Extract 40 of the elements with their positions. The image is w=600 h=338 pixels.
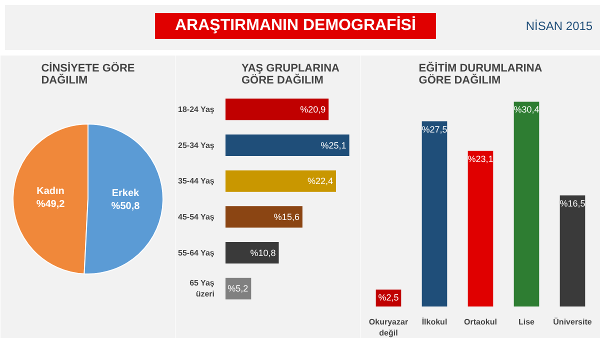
bar: [226, 242, 279, 264]
bar: [468, 150, 494, 306]
slice-label: Erkek: [112, 188, 140, 199]
x-tick-label: Okuryazar değil: [368, 318, 408, 338]
bar: [514, 102, 540, 306]
chart-title: YAŞ GRUPLARINA GÖRE DAĞILIM: [242, 62, 340, 86]
chart-title: CİNSİYETE GÖRE DAĞILIM: [41, 62, 135, 86]
y-tick-label: 65 Yaş üzeri: [190, 278, 215, 298]
data-label: %5,2: [228, 284, 248, 294]
y-tick-label: 18-24 Yaş: [178, 104, 215, 114]
slice-label: Kadın: [36, 186, 64, 197]
data-label: %27,5: [422, 124, 448, 134]
data-label: %2,5: [378, 292, 399, 303]
data-label: %23,1: [468, 154, 494, 164]
text: NİSAN 2015: [526, 19, 593, 33]
bar: [226, 206, 302, 228]
y-tick-label: 45-54 Yaş: [178, 212, 215, 222]
data-label: %22,4: [307, 176, 334, 186]
data-label: %25,1: [320, 140, 346, 150]
bar: [226, 170, 336, 192]
bar: [226, 134, 350, 156]
x-tick-label: Ortaokul: [464, 318, 497, 326]
chart-title: EĞİTİM DURUMLARINA GÖRE DAĞILIM: [418, 62, 542, 86]
y-tick-label: 35-44 Yaş: [178, 176, 215, 186]
y-tick-label: 25-34 Yaş: [178, 140, 215, 150]
data-label: %50,8: [111, 201, 140, 212]
data-label: %10,8: [250, 248, 276, 258]
data-label: %15,6: [274, 212, 300, 222]
x-tick-label: Lise: [518, 318, 536, 326]
data-label: %49,2: [36, 199, 66, 210]
x-tick-label: Üniversite: [553, 318, 592, 326]
bar: [560, 195, 586, 306]
bar: [226, 98, 329, 120]
bar: [422, 121, 448, 306]
text: ARAŞTIRMANIN DEMOGRAFİSİ: [155, 13, 436, 39]
y-tick-label: 55-64 Yaş: [178, 248, 215, 258]
x-tick-label: İlkokul: [422, 318, 448, 326]
data-label: %20,9: [300, 104, 326, 114]
data-label: %16,5: [560, 198, 586, 208]
data-label: %30,4: [514, 104, 540, 115]
